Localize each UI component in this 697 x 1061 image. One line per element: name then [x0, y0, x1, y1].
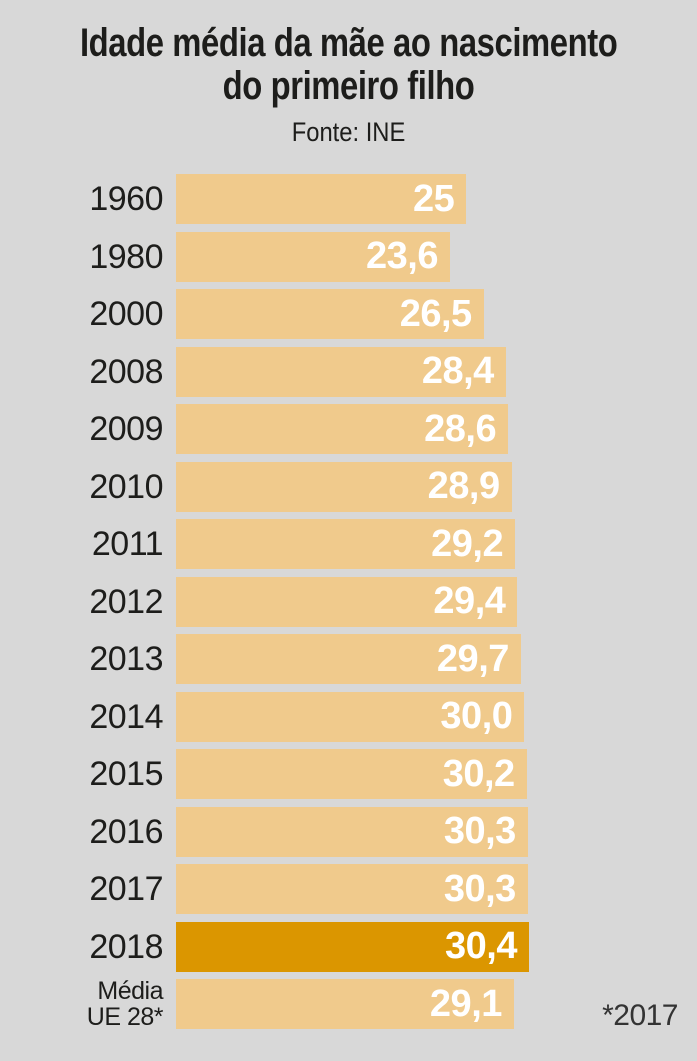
bar-row: 2008 28,4: [0, 346, 697, 397]
category-label: Média UE 28*: [86, 977, 164, 1031]
footnote: *2017: [602, 999, 678, 1032]
bar: 29,4: [176, 576, 518, 627]
chart-title: Idade média da mãe ao nascimento do prime…: [0, 22, 697, 108]
category-label: 2017: [89, 870, 163, 908]
bar-row: 2014 30,0: [0, 691, 697, 742]
category-label: 2009: [89, 410, 163, 448]
bar: 28,4: [176, 346, 506, 397]
bar-row: 2015 30,2: [0, 749, 697, 799]
bar-track: 30,2: [176, 749, 697, 799]
bar-row: 1960 25: [0, 174, 697, 224]
bar: 26,5: [176, 289, 484, 339]
bar-chart: 1960 25 1980 23,6 2000 26,5 2008 28,4 2009 28,6 20…: [0, 174, 697, 1031]
category-label: 2010: [89, 467, 163, 506]
value-label: 29,1: [429, 982, 502, 1025]
value-label: 30,3: [443, 810, 516, 852]
category-label: 2013: [89, 640, 163, 678]
bar-row: 2013 29,7: [0, 634, 697, 684]
bar-row: 2000 26,5: [0, 289, 697, 339]
bar-track: 28,4: [176, 346, 697, 397]
value-label: 30,3: [443, 867, 516, 910]
category-label: 2015: [89, 755, 163, 793]
category-label: 2018: [89, 927, 163, 966]
bar: 29,7: [176, 634, 521, 684]
bar-track: 28,9: [176, 461, 697, 512]
bar-track: 28,6: [176, 404, 697, 454]
bar-row: 1980 23,6: [0, 231, 697, 282]
bar-row: 2011 29,2: [0, 519, 697, 569]
value-label: 28,9: [427, 465, 500, 507]
bar: 30,3: [176, 806, 528, 857]
bar-row: Média UE 28* 29,1: [0, 977, 697, 1031]
bar-row: 2010 28,9: [0, 461, 697, 512]
bar-track: 29,4: [176, 576, 697, 627]
bar-track: 29,7: [176, 634, 697, 684]
value-label: 30,4: [445, 925, 517, 967]
value-label: 28,4: [421, 350, 494, 392]
value-label: 26,5: [399, 292, 472, 335]
value-label: 28,6: [424, 407, 497, 450]
category-label: 2016: [89, 812, 163, 851]
bar-row: 2017 30,3: [0, 864, 697, 914]
bar: 28,9: [176, 461, 512, 512]
bar-track: 30,0: [176, 691, 697, 742]
chart-header: Idade média da mãe ao nascimento do prime…: [0, 22, 697, 148]
bar: 28,6: [176, 404, 509, 454]
value-label: 25: [413, 177, 455, 220]
value-label: 30,2: [442, 752, 515, 795]
bar: 25: [176, 174, 467, 224]
value-label: 29,4: [433, 580, 506, 622]
bar: 29,2: [176, 519, 516, 569]
bar: 29,1: [176, 979, 514, 1029]
chart-title-line2: do primeiro filho: [222, 64, 475, 108]
bar: 30,3: [176, 864, 528, 914]
bar-track: 30,3: [176, 806, 697, 857]
category-label: 2012: [89, 582, 163, 621]
bar-track: 29,2: [176, 519, 697, 569]
bar: 23,6: [176, 231, 450, 282]
bar-row: 2009 28,6: [0, 404, 697, 454]
bar-track: 26,5: [176, 289, 697, 339]
category-label: 2011: [91, 525, 164, 563]
category-label: 2014: [89, 697, 163, 736]
bar-track: 30,3: [176, 864, 697, 914]
bar-row: 2018 30,4: [0, 921, 697, 972]
value-label: 30,0: [440, 695, 513, 737]
bar-row: 2012 29,4: [0, 576, 697, 627]
bar-track: 25: [176, 174, 697, 224]
bar: 30,0: [176, 691, 525, 742]
value-label: 29,2: [431, 522, 504, 565]
bar: 30,2: [176, 749, 527, 799]
value-label: 23,6: [366, 235, 438, 277]
bar-track: 30,4: [176, 921, 697, 972]
bar-row: 2016 30,3: [0, 806, 697, 857]
chart-source: Fonte: INE: [291, 117, 406, 147]
value-label: 29,7: [436, 637, 509, 680]
category-label: 1980: [89, 237, 163, 276]
bar-track: 23,6: [176, 231, 697, 282]
bar-highlighted: 30,4: [176, 921, 529, 972]
category-label: 2008: [89, 352, 163, 391]
bar-track: 29,1: [176, 979, 697, 1029]
category-label: 2000: [89, 295, 163, 333]
chart-title-line1: Idade média da mãe ao nascimento: [79, 21, 618, 65]
category-label: 1960: [89, 180, 163, 218]
